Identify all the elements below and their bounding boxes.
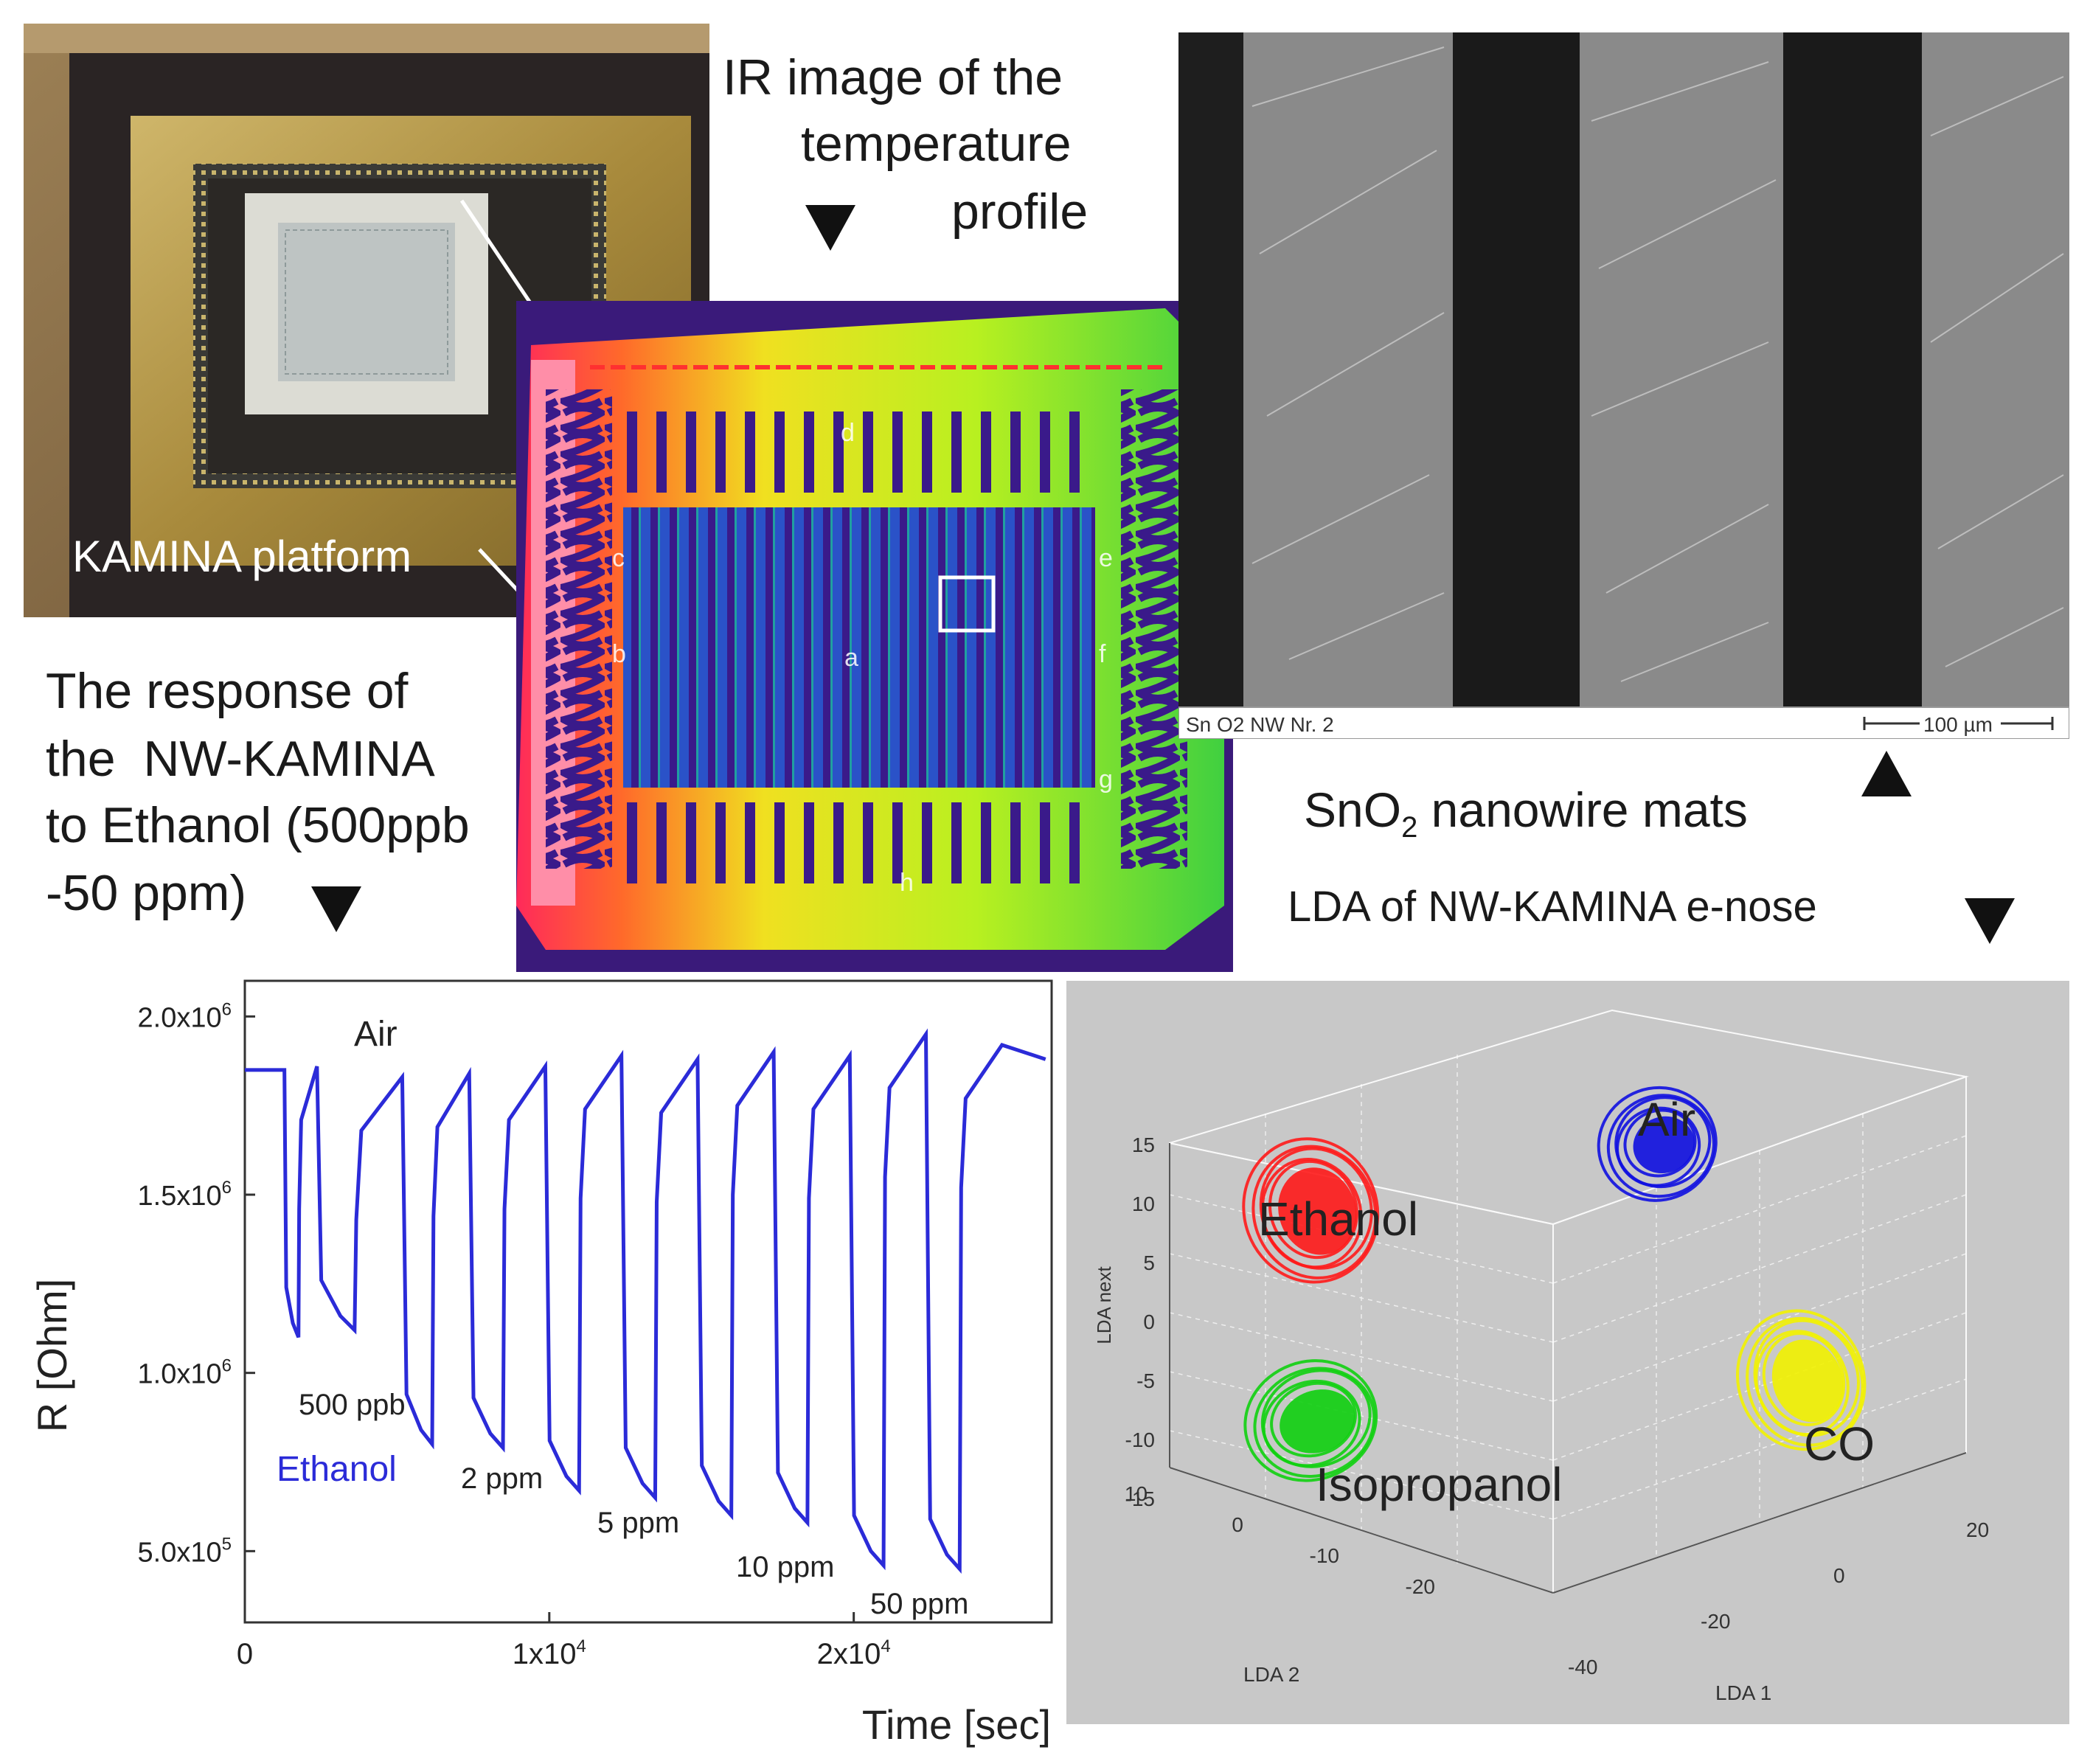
response-line4: -50 ppm) (46, 865, 247, 921)
ir-thermal-image: a b c d e f g h (516, 301, 1233, 972)
lda-z-tick: 5 (1143, 1251, 1155, 1274)
lda-z-tick: -5 (1136, 1369, 1155, 1392)
lda-y-tick: -20 (1406, 1575, 1435, 1598)
cluster-ring (1597, 1086, 1718, 1202)
ir-zone-e: e (1099, 544, 1113, 572)
y-axis-label: R [Ohm] (29, 1279, 75, 1432)
cluster-ring (1260, 1158, 1363, 1269)
lda-x-tick: -20 (1701, 1610, 1730, 1633)
x-tick-label: 2x104 (817, 1636, 891, 1670)
annot-10ppm: 10 ppm (736, 1551, 834, 1583)
sem-image: Sn O2 NW Nr. 2 100 µm (1178, 32, 2070, 740)
lda-x-tick: -40 (1568, 1656, 1597, 1678)
ir-zone-c: c (612, 544, 625, 572)
ir-arrow-down (805, 205, 855, 251)
lda-arrow-down (1965, 898, 2015, 944)
ir-title-line1: IR image of the (723, 49, 1063, 105)
cluster-ethanol (1242, 1137, 1380, 1284)
y-tick-label: 2.0x106 (138, 999, 232, 1033)
sem-caption: Sn O2 NW Nr. 2 (1186, 713, 1334, 736)
lda-z-label: LDA next (1093, 1265, 1115, 1344)
label-co: CO (1804, 1417, 1875, 1470)
y-tick-label: 1.5x106 (138, 1178, 232, 1212)
lda-z-tick: 15 (1132, 1133, 1155, 1156)
sno2-label-main: SnO (1304, 782, 1402, 837)
label-air: Air (1638, 1093, 1695, 1146)
sem-scale-label: 100 µm (1923, 713, 1993, 736)
cluster-ring (1771, 1339, 1844, 1423)
ir-title-line3: profile (951, 184, 1089, 240)
lda-z-tick: 0 (1143, 1310, 1155, 1333)
chart-frame (243, 979, 1053, 1624)
annot-5ppm: 5 ppm (597, 1507, 679, 1539)
cluster-ring (1736, 1309, 1867, 1451)
lda-plot: 15 10 5 0 -5 -10 -15 10 0 -10 -20 -40 -20 0 20 Ethanol… (1066, 981, 2069, 1724)
lda-y-label: LDA 2 (1243, 1663, 1299, 1686)
ir-zone-h: h (900, 869, 914, 897)
cluster-ring (1633, 1116, 1695, 1173)
lda-z-tick: -10 (1125, 1428, 1155, 1451)
annot-2ppm: 2 ppm (461, 1462, 543, 1495)
cluster-ring (1243, 1359, 1378, 1482)
response-line2: the NW-KAMINA (46, 731, 435, 787)
ethanol-response-line (245, 1028, 1046, 1574)
annot-air: Air (354, 1015, 397, 1054)
x-tick-label: 1x104 (513, 1636, 586, 1670)
sem-arrow-up (1861, 751, 1912, 796)
cluster-ring (1270, 1381, 1357, 1458)
label-ethanol: Ethanol (1258, 1192, 1418, 1246)
lda-y-tick: 10 (1125, 1482, 1148, 1505)
cluster-ring (1262, 1379, 1361, 1468)
lda-y-tick: 0 (1232, 1513, 1243, 1536)
response-chart: 2.0x106 1.5x106 1.0x106 5.0x105 0 1x104 2x104 … (15, 972, 1062, 1754)
lda-x-tick: 20 (1966, 1518, 1989, 1541)
cluster-ring (1616, 1106, 1701, 1187)
cluster-isopropanol (1243, 1359, 1378, 1482)
sno2-label: SnO2 nanowire mats (1304, 782, 1748, 844)
cluster-ring (1242, 1137, 1380, 1284)
sno2-label-sub: 2 (1401, 811, 1418, 844)
cluster-ring (1251, 1145, 1378, 1279)
lda-x-label: LDA 1 (1715, 1681, 1771, 1704)
x-axis-label: Time [sec] (862, 1701, 1051, 1748)
kamina-platform-label: KAMINA platform (72, 532, 412, 581)
lda-z-tick: -15 (1125, 1487, 1155, 1510)
ir-zone-g: g (1099, 765, 1113, 794)
cluster-ring (1253, 1367, 1376, 1478)
y-tick-label: 1.0x106 (138, 1356, 232, 1390)
lda-x-tick: 0 (1833, 1564, 1845, 1587)
response-line3: to Ethanol (500ppb (46, 797, 470, 853)
annot-ethanol: Ethanol (277, 1450, 397, 1489)
annot-500ppb: 500 ppb (299, 1389, 406, 1421)
ir-zone-a: a (844, 644, 858, 672)
lda-title: LDA of NW-KAMINA e-nose (1288, 883, 1817, 931)
lda-z-tick: 10 (1132, 1192, 1155, 1215)
ir-zone-b: b (612, 640, 626, 668)
response-line1: The response of (46, 663, 409, 719)
cluster-ring (1280, 1389, 1355, 1454)
cluster-ring (1623, 1108, 1697, 1178)
lda-background (1066, 981, 2069, 1724)
ir-zone-d: d (841, 419, 855, 447)
response-arrow-down (311, 886, 361, 932)
label-isopropanol: Isopropanol (1316, 1458, 1562, 1511)
cluster-ring (1762, 1332, 1846, 1426)
cluster-ring (1746, 1316, 1864, 1447)
cluster-ring (1606, 1094, 1715, 1198)
cluster-air (1597, 1086, 1718, 1202)
sno2-label-rest: nanowire mats (1417, 782, 1748, 837)
lda-y-tick: -10 (1310, 1544, 1339, 1567)
cluster-ring (1278, 1167, 1357, 1255)
cluster-co (1736, 1309, 1867, 1451)
ir-title-line2: temperature (801, 116, 1072, 172)
ir-zone-f: f (1099, 640, 1106, 668)
cluster-ring (1754, 1330, 1850, 1437)
annot-50ppm: 50 ppm (870, 1588, 968, 1620)
cluster-ring (1268, 1159, 1358, 1260)
y-tick-label: 5.0x105 (138, 1534, 232, 1568)
x-tick-label: 0 (237, 1638, 253, 1670)
